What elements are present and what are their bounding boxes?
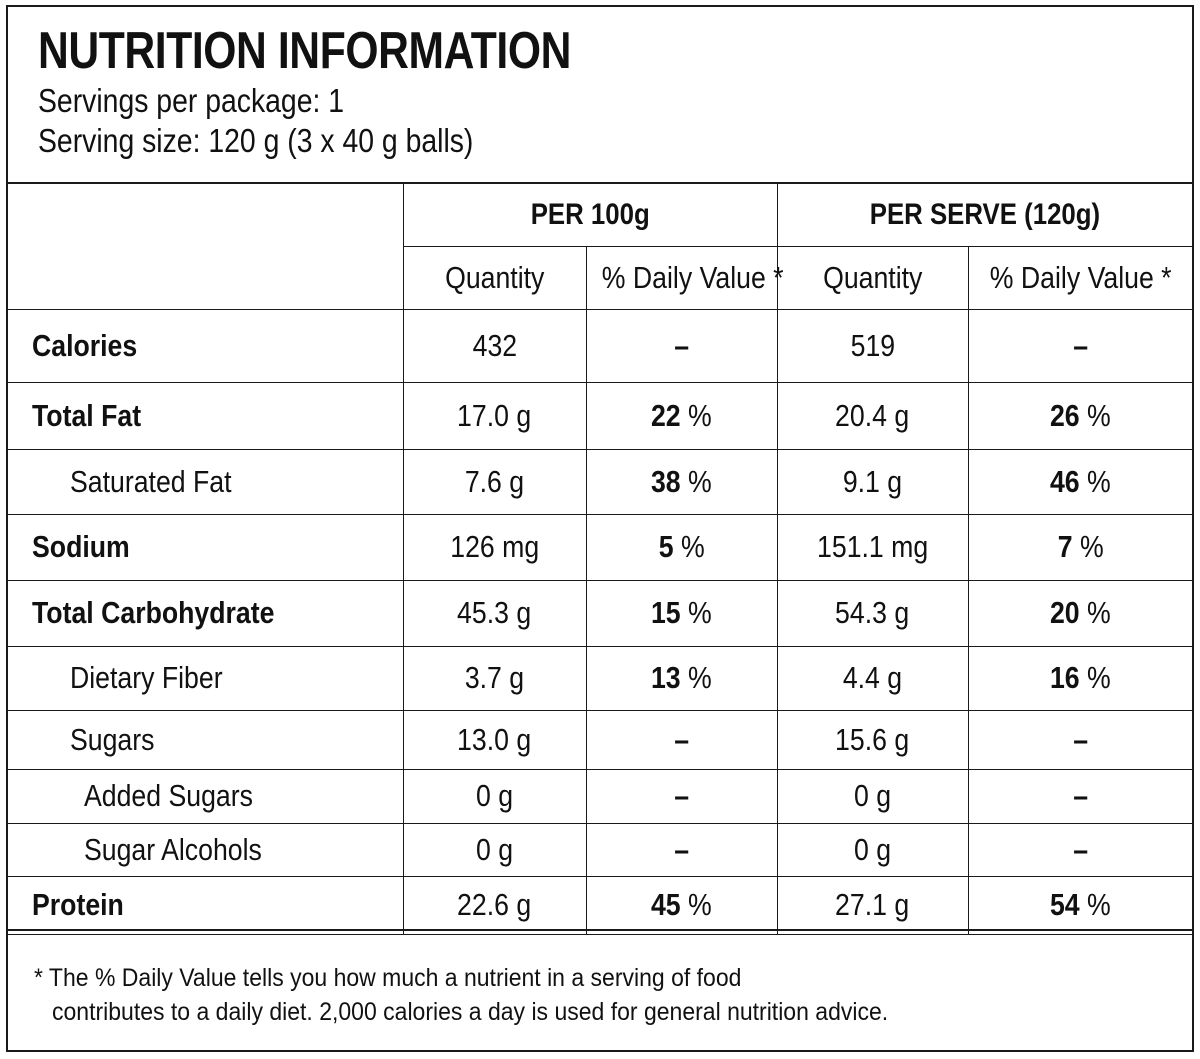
quantity-serve: 0 g [776,822,969,877]
daily-value-100g: 13 % [585,645,778,711]
table-row: Added Sugars 0 g – 0 g – [8,768,1193,824]
quantity-100g: 17.0 g [402,381,587,450]
table-row: Dietary Fiber 3.7 g 13 % 4.4 g 16 % [8,645,1193,711]
table-row: Sodium 126 mg 5 % 151.1 mg 7 % [8,513,1193,581]
nutrient-name: Calories [8,308,404,383]
daily-value-100g: 22 % [585,381,778,450]
daily-value-100g: – [585,308,778,383]
blank-header-cell [8,184,404,310]
daily-value-100g: – [585,822,778,877]
daily-value-serve: 26 % [967,381,1193,450]
daily-value-serve: 16 % [967,645,1193,711]
nutrient-name: Saturated Fat [8,448,404,515]
quantity-serve: 27.1 g [776,875,969,935]
daily-value-serve: – [967,709,1193,770]
quantity-100g: 126 mg [402,513,587,581]
quantity-100g: 22.6 g [402,875,587,935]
nutrition-panel: NUTRITION INFORMATION Servings per packa… [6,5,1194,1052]
daily-value-serve: – [967,308,1193,383]
quantity-serve: 54.3 g [776,579,969,647]
table-subheader-row: Quantity % Daily Value * Quantity % Dail… [8,245,1193,310]
quantity-serve: 151.1 mg [776,513,969,581]
quantity-100g: 3.7 g [402,645,587,711]
table-group-header-row: PER 100g PER SERVE (120g) [8,184,1193,310]
table-row: Saturated Fat 7.6 g 38 % 9.1 g 46 % [8,448,1193,515]
daily-value-serve: 7 % [967,513,1193,581]
quantity-100g: 7.6 g [402,448,587,515]
nutrient-name: Protein [8,875,404,935]
daily-value-footnote: * The % Daily Value tells you how much a… [8,929,1192,1052]
nutrient-name: Total Fat [8,381,404,450]
quantity-serve: 0 g [776,768,969,824]
daily-value-header-serve: % Daily Value * [967,245,1193,310]
per-100g-header: PER 100g [402,184,778,247]
daily-value-100g: 15 % [585,579,778,647]
footnote-line-2: contributes to a daily diet. 2,000 calor… [52,998,889,1026]
daily-value-header-100g: % Daily Value * [585,245,783,310]
quantity-100g: 13.0 g [402,709,587,770]
quantity-header-serve: Quantity [776,245,969,310]
quantity-100g: 0 g [402,768,587,824]
quantity-serve: 9.1 g [776,448,969,515]
nutrient-name: Sugar Alcohols [8,822,404,877]
table-row: Calories 432 – 519 – [8,308,1193,383]
daily-value-serve: 20 % [967,579,1193,647]
daily-value-100g: – [585,768,778,824]
daily-value-100g: – [585,709,778,770]
table-row: Total Carbohydrate 45.3 g 15 % 54.3 g 20… [8,579,1193,647]
per-serve-header: PER SERVE (120g) [776,184,1193,247]
nutrient-name: Added Sugars [8,768,404,824]
quantity-serve: 519 [776,308,969,383]
servings-per-package: Servings per package: 1 [38,82,345,119]
nutrient-name: Sodium [8,513,404,581]
quantity-100g: 0 g [402,822,587,877]
daily-value-serve: – [967,768,1193,824]
footnote-line-1: * The % Daily Value tells you how much a… [34,964,742,992]
panel-title: NUTRITION INFORMATION [38,22,572,80]
nutrition-table: PER 100g PER SERVE (120g) Quantity % Dai… [8,184,1193,935]
daily-value-100g: 38 % [585,448,778,515]
nutrient-name: Total Carbohydrate [8,579,404,647]
daily-value-serve: 54 % [967,875,1193,935]
table-row: Sugar Alcohols 0 g – 0 g – [8,822,1193,877]
quantity-serve: 4.4 g [776,645,969,711]
panel-header: NUTRITION INFORMATION Servings per packa… [8,7,1192,184]
nutrient-name: Dietary Fiber [8,645,404,711]
table-row: Total Fat 17.0 g 22 % 20.4 g 26 % [8,381,1193,450]
daily-value-100g: 45 % [585,875,778,935]
quantity-100g: 45.3 g [402,579,587,647]
nutrient-name: Sugars [8,709,404,770]
daily-value-serve: – [967,822,1193,877]
table-row: Protein 22.6 g 45 % 27.1 g 54 % [8,875,1193,935]
daily-value-100g: 5 % [585,513,778,581]
quantity-100g: 432 [402,308,587,383]
quantity-serve: 15.6 g [776,709,969,770]
table-row: Sugars 13.0 g – 15.6 g – [8,709,1193,770]
daily-value-serve: 46 % [967,448,1193,515]
serving-size: Serving size: 120 g (3 x 40 g balls) [38,122,474,159]
quantity-serve: 20.4 g [776,381,969,450]
quantity-header-100g: Quantity [403,245,587,310]
